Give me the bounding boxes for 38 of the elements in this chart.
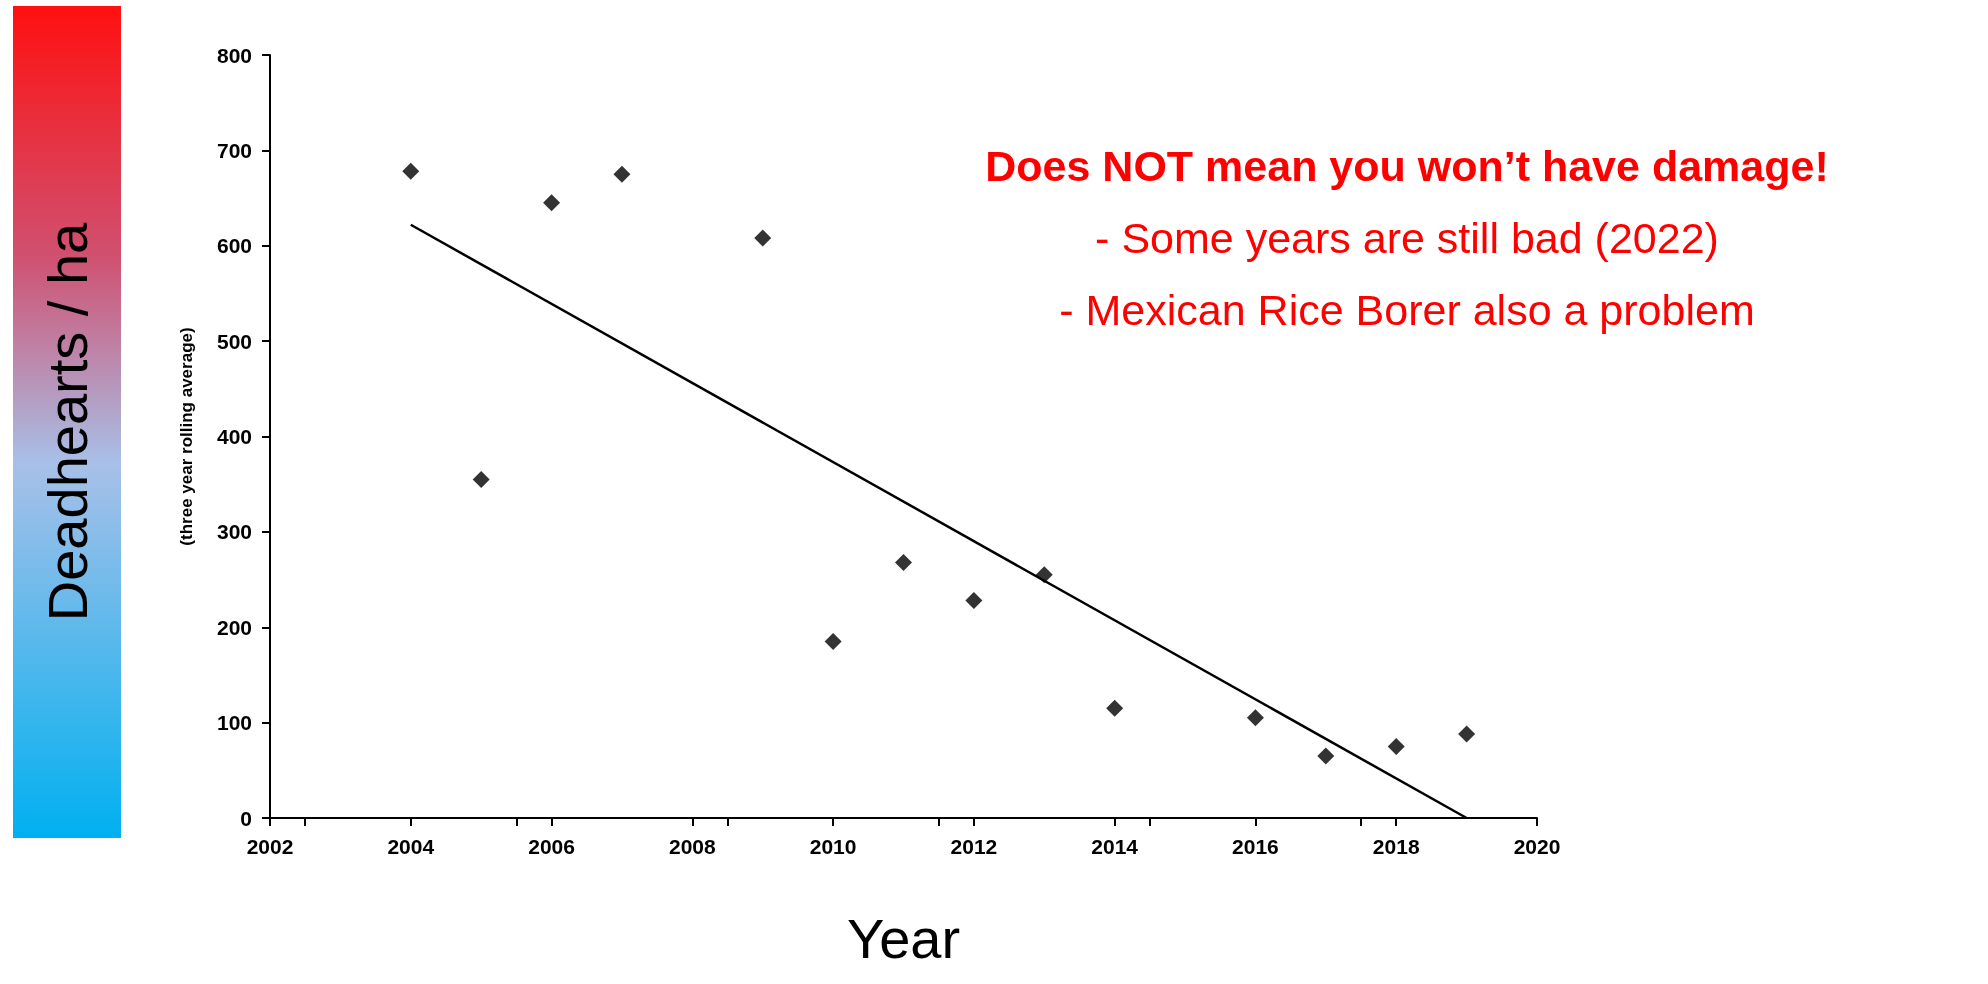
y-tick-label: 300: [216, 520, 252, 544]
point: [1387, 737, 1405, 755]
point: [1106, 699, 1124, 717]
y-tick-label: 700: [216, 138, 252, 162]
x-tick-label: 2018: [1372, 835, 1420, 858]
x-tick-label: 2014: [1091, 835, 1139, 858]
point: [895, 553, 912, 571]
point: [754, 229, 772, 247]
y-tick-label: 800: [216, 43, 252, 67]
x-tick-label: 2010: [809, 835, 857, 858]
point: [402, 162, 420, 180]
annotation: Does NOT mean you won’t have damage!: [985, 141, 1829, 192]
text: (three year rolling average): [177, 327, 196, 546]
x-tick-label: 2002: [246, 835, 294, 858]
x-tick-label: 2006: [528, 835, 575, 858]
point: [1317, 747, 1335, 765]
y-axis-title: Deadhearts / ha: [34, 222, 100, 622]
x-tick-label: 2012: [950, 835, 998, 858]
y-tick-label: 200: [216, 615, 252, 639]
x-tick-label: 2016: [1232, 835, 1279, 858]
y-tick-label: 400: [216, 425, 252, 448]
annotation: - Some years are still bad (2022): [1094, 213, 1720, 264]
x-tick-label: 2008: [668, 835, 717, 858]
point: [1246, 709, 1264, 727]
point: [1458, 725, 1476, 743]
y-tick-label: 500: [216, 329, 252, 353]
y-tick-label: 0: [240, 806, 252, 830]
x-tick-label: 2004: [387, 835, 435, 858]
point: [543, 194, 561, 212]
point: [613, 165, 631, 183]
x-tick-label: 2020: [1513, 835, 1561, 858]
annotation: - Mexican Rice Borer also a problem: [1058, 285, 1756, 336]
y-tick-label: 100: [216, 711, 252, 735]
point: [472, 470, 490, 488]
x-axis-title: Year: [846, 906, 961, 970]
y-tick-label: 600: [216, 234, 252, 258]
point: [965, 592, 983, 610]
point: [824, 633, 842, 651]
